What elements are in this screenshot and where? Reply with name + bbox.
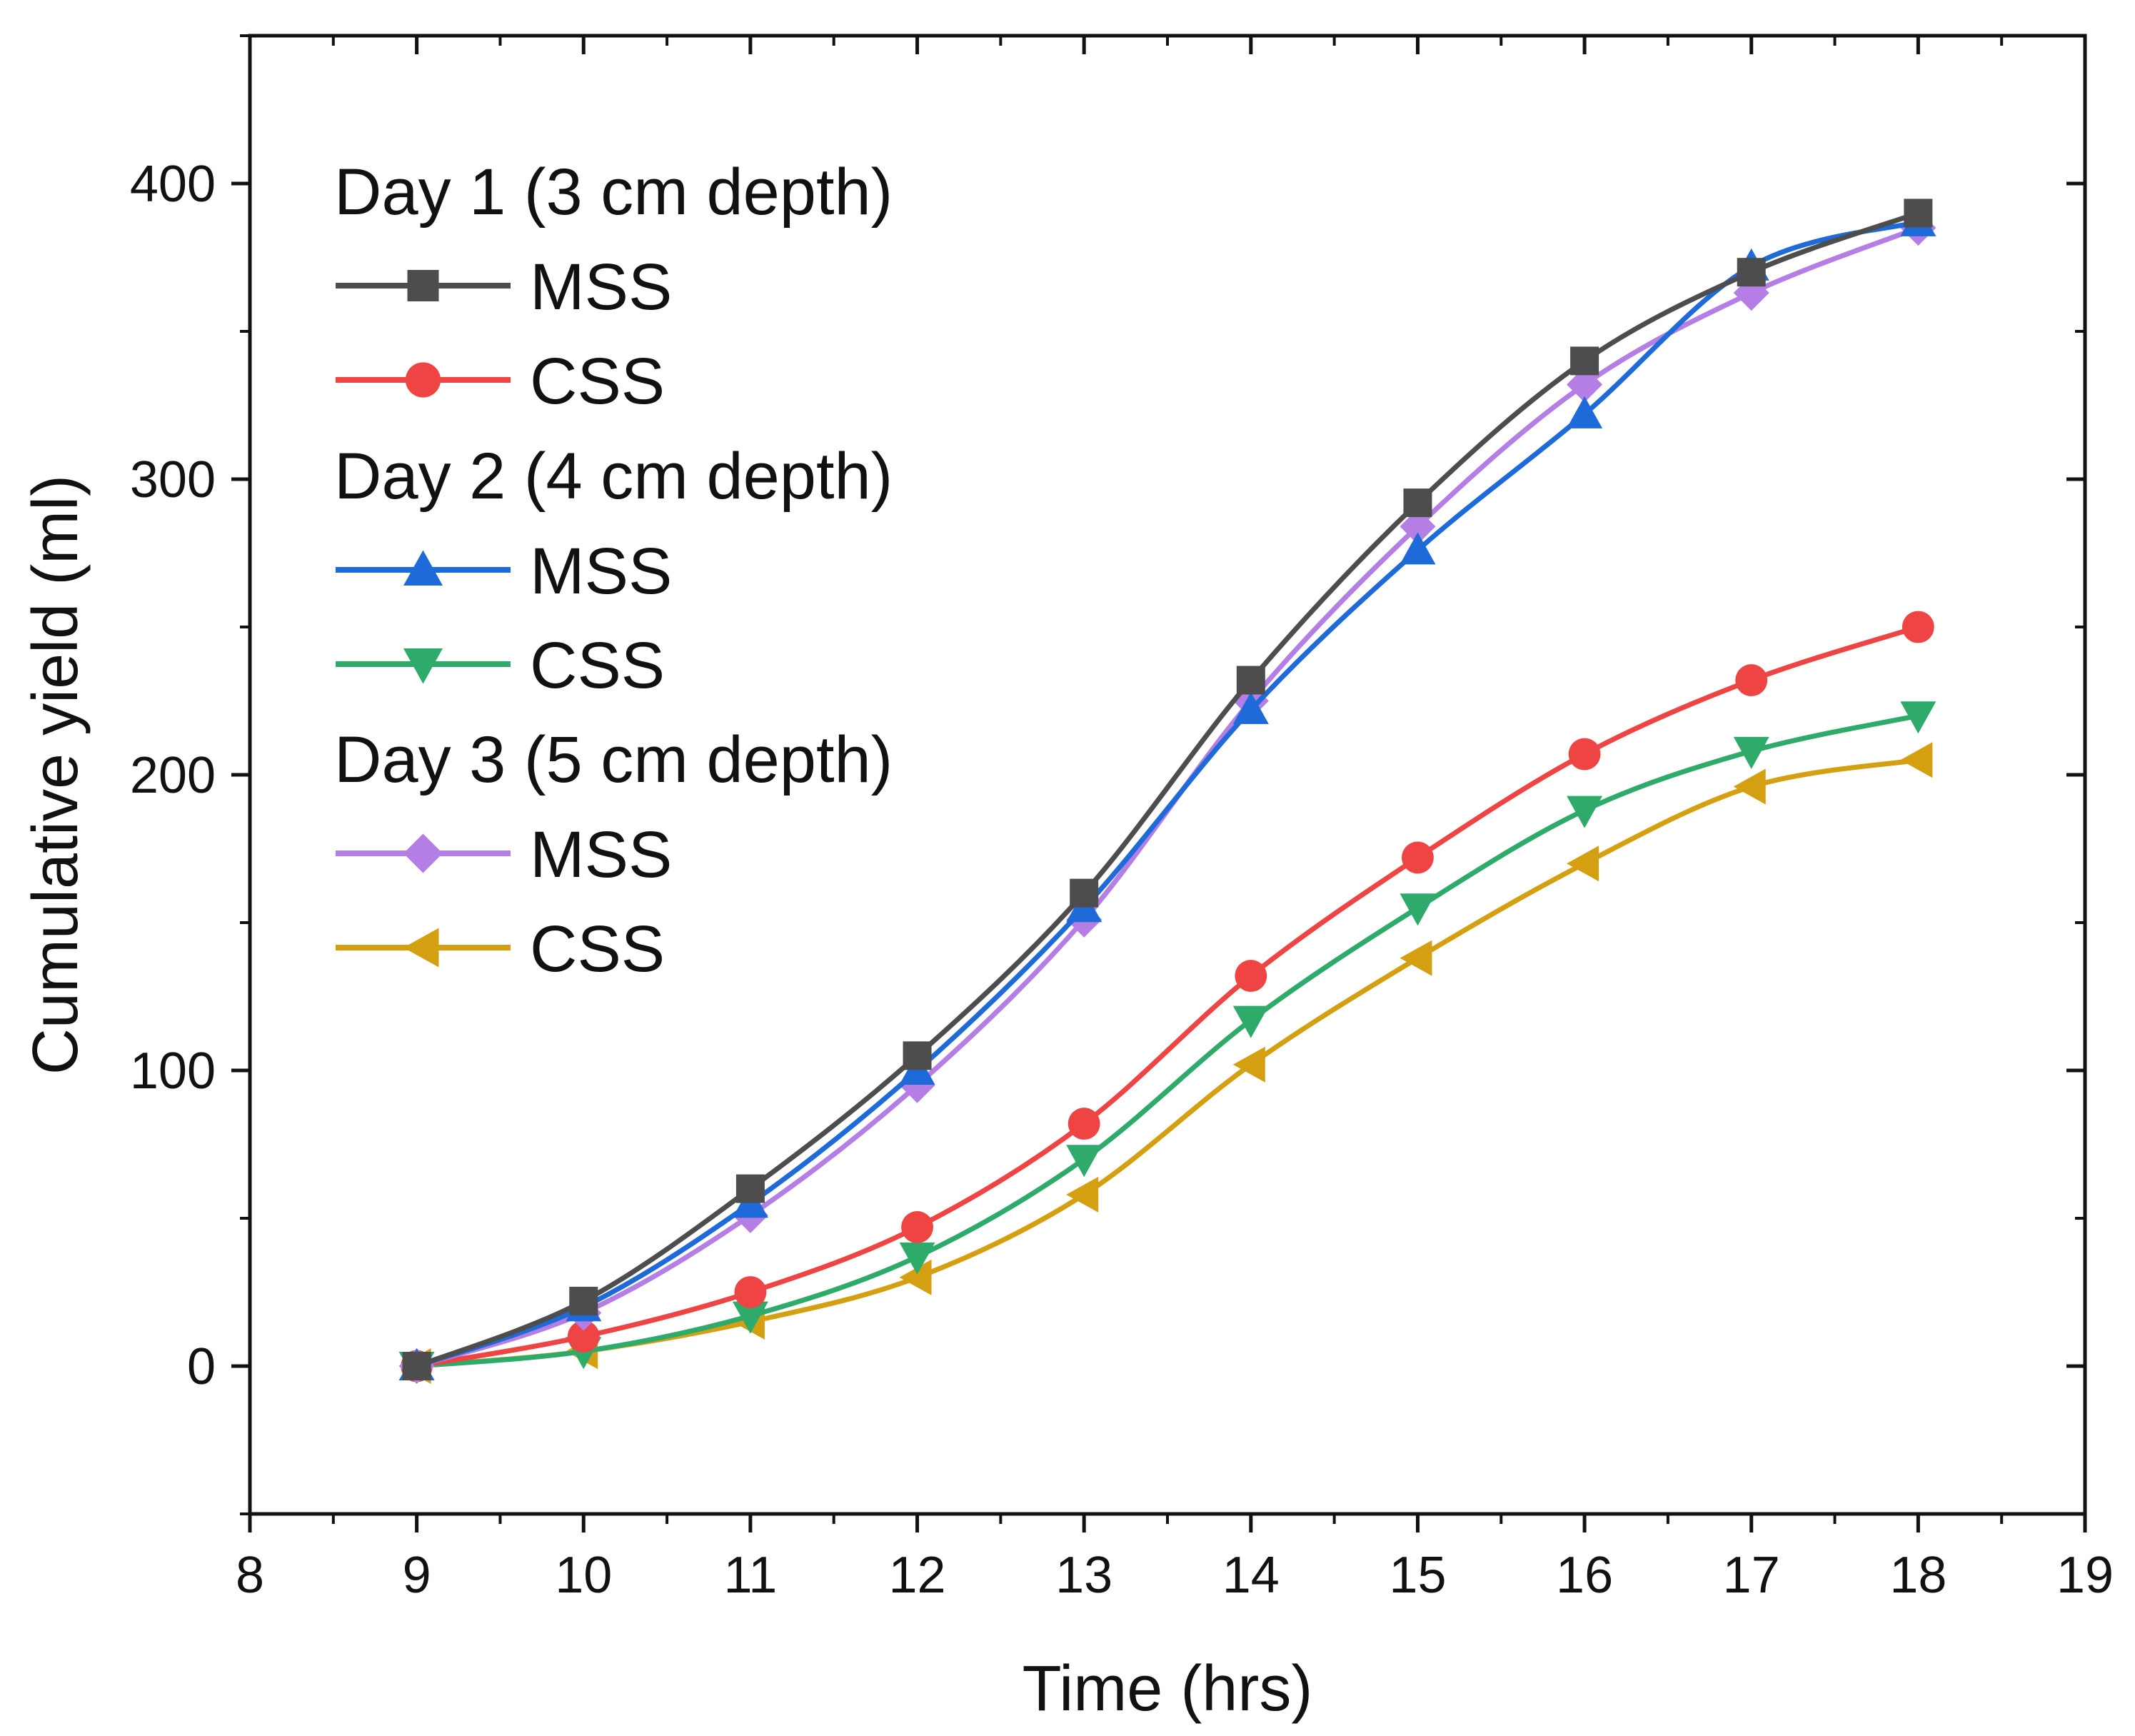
data-point bbox=[734, 1276, 767, 1308]
data-point bbox=[1066, 1176, 1099, 1213]
data-point bbox=[1400, 532, 1436, 565]
data-point bbox=[1733, 768, 1766, 805]
data-point bbox=[1567, 396, 1603, 428]
x-tick-label: 10 bbox=[555, 1547, 612, 1604]
x-tick-label: 19 bbox=[2056, 1547, 2114, 1604]
y-tick-label: 0 bbox=[187, 1338, 216, 1395]
data-point bbox=[1400, 508, 1436, 545]
legend-group: Day 2 (4 cm depth) MSS CSS bbox=[334, 440, 893, 702]
legend-group-title: Day 3 (5 cm depth) bbox=[334, 723, 893, 796]
data-point bbox=[1403, 488, 1432, 518]
x-tick-label: 18 bbox=[1889, 1547, 1946, 1604]
data-point bbox=[1902, 611, 1934, 643]
data-point bbox=[1735, 664, 1768, 696]
data-point bbox=[1737, 258, 1766, 287]
y-tick-label: 200 bbox=[130, 747, 216, 804]
data-point bbox=[1402, 841, 1434, 874]
data-point bbox=[732, 1301, 768, 1334]
x-tick-label: 17 bbox=[1723, 1547, 1780, 1604]
series-line bbox=[416, 713, 1919, 1369]
legend-label: MSS bbox=[530, 251, 672, 323]
legend-label: CSS bbox=[530, 913, 665, 985]
data-point bbox=[901, 1211, 933, 1243]
legend-swatch-marker bbox=[407, 270, 439, 301]
y-axis-title: Cumulative yield (ml) bbox=[20, 475, 91, 1075]
data-point bbox=[1400, 940, 1432, 976]
x-axis-title: Time (hrs) bbox=[1023, 1653, 1313, 1725]
y-tick-label: 100 bbox=[130, 1043, 216, 1100]
data-point bbox=[1232, 691, 1269, 724]
series-lines bbox=[398, 199, 1936, 1384]
legend-item: CSS bbox=[336, 913, 665, 985]
data-point bbox=[1066, 1145, 1102, 1178]
data-point bbox=[1567, 796, 1603, 828]
legend-item: CSS bbox=[336, 345, 665, 418]
y-tick-label: 400 bbox=[130, 156, 216, 213]
x-tick-label: 14 bbox=[1222, 1547, 1280, 1604]
data-point bbox=[1568, 738, 1601, 771]
x-tick-label: 9 bbox=[403, 1547, 431, 1604]
legend-item: MSS bbox=[336, 251, 672, 323]
data-point bbox=[1567, 846, 1599, 882]
y-tick-label: 300 bbox=[130, 451, 216, 508]
legend-label: CSS bbox=[530, 629, 665, 702]
legend-swatch-marker bbox=[403, 550, 443, 586]
legend-item: MSS bbox=[336, 535, 672, 608]
legend-group-title: Day 1 (3 cm depth) bbox=[334, 156, 893, 229]
data-point bbox=[1236, 666, 1265, 695]
x-tick-label: 13 bbox=[1055, 1547, 1112, 1604]
x-tick-label: 8 bbox=[236, 1547, 264, 1604]
legend-label: MSS bbox=[530, 535, 672, 608]
data-point bbox=[1068, 1108, 1100, 1140]
data-point bbox=[402, 1352, 431, 1380]
data-point bbox=[1400, 893, 1436, 926]
data-point bbox=[1567, 366, 1603, 403]
data-point bbox=[567, 1320, 600, 1353]
x-tick-label: 11 bbox=[724, 1547, 778, 1604]
data-point bbox=[1900, 742, 1933, 778]
series-line bbox=[416, 211, 1919, 1369]
legend-group: Day 3 (5 cm depth) MSS CSS bbox=[334, 723, 893, 985]
data-point bbox=[1232, 1005, 1269, 1038]
data-point bbox=[899, 1259, 932, 1295]
data-point bbox=[899, 1242, 935, 1275]
legend-group-title: Day 2 (4 cm depth) bbox=[334, 440, 893, 513]
series-square bbox=[402, 199, 1933, 1380]
data-point bbox=[1232, 1046, 1265, 1083]
x-tick-label: 12 bbox=[888, 1547, 945, 1604]
data-point bbox=[1900, 701, 1936, 734]
data-point bbox=[1904, 199, 1933, 228]
series-line bbox=[416, 219, 1919, 1369]
data-point bbox=[1235, 960, 1267, 992]
legend-item: MSS bbox=[336, 818, 672, 891]
legend-label: MSS bbox=[530, 818, 672, 891]
legend-item: CSS bbox=[336, 629, 665, 702]
data-point bbox=[735, 1174, 765, 1203]
legend-swatch-marker bbox=[403, 833, 443, 873]
legend-label: CSS bbox=[530, 345, 665, 418]
data-point bbox=[1733, 736, 1769, 769]
data-point bbox=[569, 1286, 598, 1315]
legend-swatch-marker bbox=[403, 928, 439, 968]
axis-ticks: 8 9 10 11 12 13 14 15 16 17 18 19 0 100 200 300 400 bbox=[130, 34, 2114, 1604]
x-tick-label: 16 bbox=[1556, 1547, 1613, 1604]
data-point bbox=[1070, 878, 1099, 908]
series-line bbox=[416, 624, 1919, 1369]
legend-swatch-marker bbox=[405, 362, 441, 398]
data-point bbox=[1570, 346, 1599, 376]
x-tick-label: 15 bbox=[1389, 1547, 1446, 1604]
legend-swatch-marker bbox=[403, 648, 443, 684]
legend-group: Day 1 (3 cm depth) MSS CSS bbox=[334, 156, 893, 418]
data-point bbox=[903, 1041, 932, 1070]
